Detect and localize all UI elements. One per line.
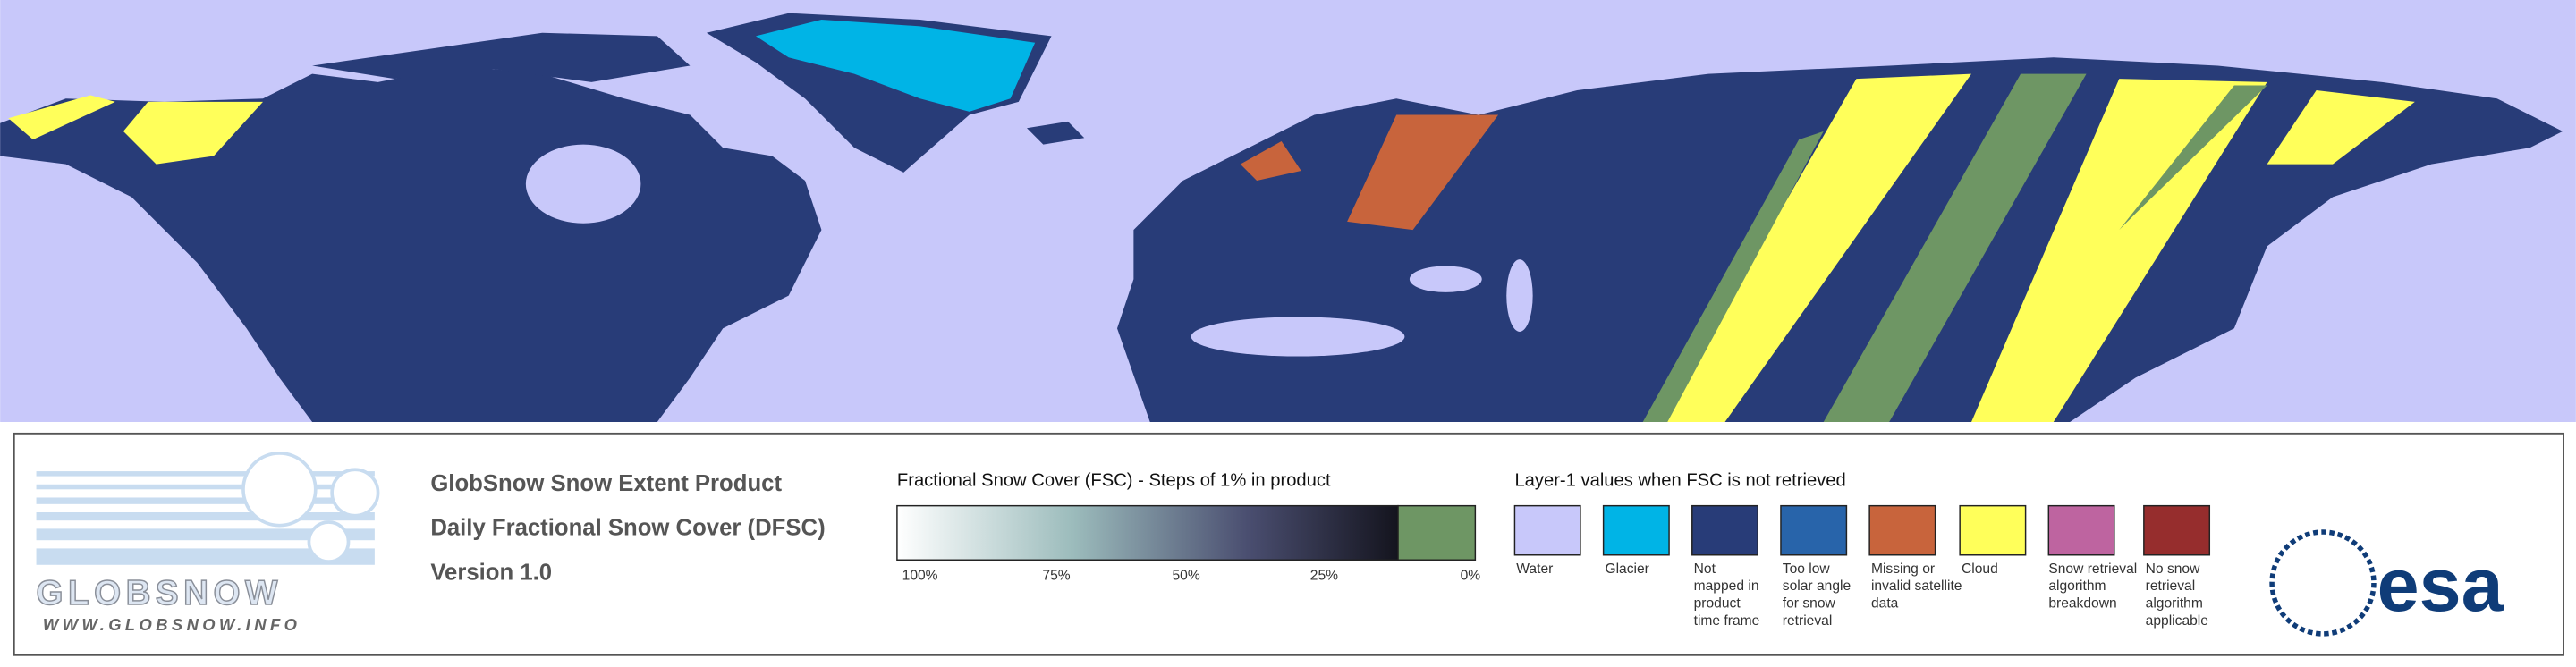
swatch (2047, 504, 2115, 556)
caspian (1506, 259, 1533, 332)
black-sea (1409, 266, 1482, 292)
swatch (1602, 504, 1670, 556)
snow-band-1 (1642, 131, 1824, 422)
item-label: Water (1516, 561, 1553, 577)
scandinavia-missing (1347, 114, 1499, 231)
item-label: product (1694, 596, 1741, 612)
esa-logo: esa (2269, 529, 2504, 637)
title-line: Version 1.0 (430, 560, 552, 585)
swatch (2143, 504, 2211, 556)
fsc-tick-label: 100% (902, 568, 938, 583)
item-label: Missing or (1871, 561, 1935, 577)
fsc-ticks: 100% 75% 50% 25% 0% (902, 568, 1481, 583)
item-label: No snow (2146, 561, 2200, 577)
snow-band-2 (1823, 73, 2087, 422)
mediterranean (1191, 317, 1405, 357)
fsc-tick-label: 25% (1310, 568, 1338, 583)
swatch (1780, 504, 1848, 556)
greenland-glacier (755, 20, 1036, 112)
fsc-title: Fractional Snow Cover (FSC) - Steps of 1… (897, 471, 1331, 491)
item-label: Glacier (1605, 561, 1648, 577)
item-label: mapped in (1694, 578, 1759, 594)
item-label: retrieval (1783, 613, 1833, 629)
item-label: time frame (1694, 613, 1760, 629)
title-line: Daily Fractional Snow Cover (DFSC) (430, 516, 825, 541)
logo-name: GLOBSNOW (37, 574, 283, 612)
item-label: Not (1694, 561, 1716, 577)
item-label: Cloud (1962, 561, 1998, 577)
arctic-islands (312, 32, 691, 82)
logo-url: WWW.GLOBSNOW.INFO (43, 615, 301, 634)
fsc-tick-label: 75% (1042, 568, 1070, 583)
cloud-band-3 (2267, 90, 2415, 165)
item-label: retrieval (2146, 578, 2196, 594)
swatch (1691, 504, 1758, 556)
item-label: Too low (1783, 561, 1831, 577)
item-label: for snow (1783, 596, 1836, 612)
item-label: invalid satellite (1871, 578, 1962, 594)
item-label: algorithm (2048, 578, 2106, 594)
swatch (1959, 504, 2027, 556)
iceland (1026, 121, 1085, 145)
fsc-gradient (896, 504, 1399, 561)
fsc-tick-label: 50% (1173, 568, 1200, 583)
item-label: algorithm (2146, 596, 2203, 612)
hudson-bay (525, 144, 641, 224)
item-label: data (1871, 596, 1899, 612)
cloud-band-1 (1659, 73, 1971, 422)
swatch (1868, 504, 1936, 556)
map (0, 0, 2576, 422)
item-label: Snow retrieval (2048, 561, 2137, 577)
swatch (1513, 504, 1581, 556)
layer1-title: Layer-1 values when FSC is not retrieved (1514, 471, 1845, 491)
fsc-tick-label: 0% (1461, 568, 1481, 583)
item-label: solar angle (1783, 578, 1851, 594)
norway-missing (1240, 140, 1301, 182)
alaska-cloud-2 (123, 101, 264, 165)
esa-name: esa (2377, 543, 2504, 627)
alaska-cloud (8, 95, 115, 140)
cloud-band-2 (1970, 79, 2267, 422)
item-label: breakdown (2048, 596, 2116, 612)
item-label: applicable (2146, 613, 2208, 629)
title-line: GlobSnow Snow Extent Product (430, 471, 782, 496)
globsnow-logo: GLOBSNOW WWW.GLOBSNOW.INFO (36, 452, 380, 634)
fsc-zero (1397, 504, 1477, 561)
